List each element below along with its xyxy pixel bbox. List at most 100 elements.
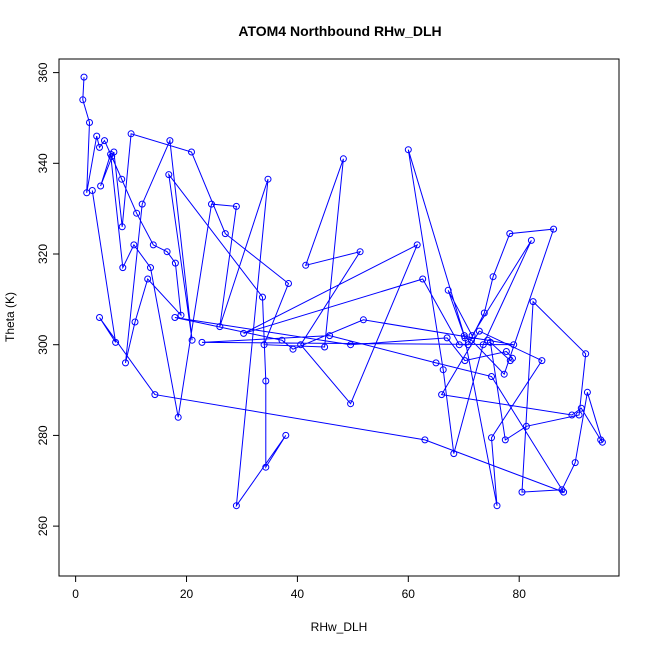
data-point	[93, 132, 101, 140]
data-point	[101, 137, 108, 145]
data-point	[262, 463, 270, 471]
data-point	[493, 502, 501, 510]
data-point	[260, 341, 268, 349]
data-point	[188, 336, 196, 344]
data-point	[461, 357, 469, 365]
x-tick-label: 80	[513, 587, 527, 601]
data-point	[166, 137, 174, 145]
data-point	[86, 119, 93, 126]
data-point	[522, 422, 530, 430]
data-point	[347, 341, 355, 349]
y-tick-label: 360	[36, 62, 50, 82]
data-point	[240, 329, 248, 337]
data-point	[571, 459, 579, 467]
data-point	[144, 275, 152, 283]
data-point	[188, 148, 195, 156]
x-axis: 0 20 40 60 80	[72, 576, 526, 601]
data-point	[321, 343, 329, 351]
data-point	[479, 341, 487, 349]
data-point	[232, 202, 240, 210]
data-point	[221, 230, 229, 238]
data-point	[598, 438, 606, 446]
data-point	[96, 314, 103, 321]
data-point	[282, 431, 290, 439]
y-axis-label: Theta (K)	[3, 292, 17, 342]
data-point	[97, 182, 105, 190]
data-point	[582, 350, 590, 358]
data-point	[264, 175, 272, 183]
data-point	[347, 400, 355, 408]
data-point	[506, 357, 514, 365]
data-point	[232, 502, 240, 510]
data-point	[577, 404, 585, 412]
data-point	[583, 388, 591, 396]
data-point	[419, 275, 427, 283]
y-tick-label: 340	[36, 153, 50, 173]
data-point	[529, 298, 537, 306]
data-point	[450, 450, 458, 458]
data-point	[560, 488, 568, 496]
data-point	[96, 143, 103, 151]
data-point	[88, 187, 96, 194]
chart-title: ATOM4 Northbound RHw_DLH	[238, 23, 441, 39]
data-point	[489, 273, 497, 281]
y-tick-label: 280	[36, 425, 50, 445]
data-point	[455, 341, 463, 349]
data-point	[216, 323, 224, 331]
data-point	[110, 148, 118, 156]
data-point	[438, 391, 446, 399]
x-axis-label: RHw_DLH	[311, 620, 368, 634]
y-tick-label: 260	[36, 516, 50, 536]
plot-frame	[58, 58, 620, 577]
data-point	[518, 488, 526, 496]
data-point	[198, 338, 206, 346]
data-point	[421, 436, 429, 444]
data-point	[133, 209, 141, 217]
data-point	[509, 354, 516, 362]
data-point	[510, 341, 518, 349]
data-point	[149, 241, 157, 249]
data-point	[302, 261, 310, 269]
x-tick-label: 0	[72, 587, 79, 601]
data-point	[112, 338, 120, 346]
data-point	[130, 241, 138, 249]
data-point	[432, 359, 440, 367]
data-point	[468, 336, 475, 344]
data-point	[171, 259, 179, 267]
data-point	[79, 96, 87, 104]
data-point	[568, 411, 576, 419]
x-tick-label: 60	[402, 587, 416, 601]
data-point	[538, 357, 546, 365]
data-point	[575, 411, 583, 419]
data-point	[475, 327, 483, 335]
data-point	[484, 336, 492, 344]
data-point	[500, 370, 508, 378]
data-point	[151, 391, 159, 399]
data-point	[439, 366, 447, 374]
data-point	[413, 241, 421, 249]
data-point	[285, 280, 292, 287]
data-point	[359, 316, 367, 324]
data-point	[468, 332, 476, 340]
data-point	[119, 264, 127, 272]
y-tick-label: 320	[36, 244, 50, 264]
data-point	[506, 230, 514, 238]
y-axis: 260 280 300 320 340 360	[36, 62, 59, 536]
data-point	[147, 264, 154, 272]
data-point	[356, 248, 364, 256]
data-point	[262, 377, 270, 385]
data-point	[122, 359, 129, 367]
data-point	[404, 146, 412, 154]
data-point	[488, 434, 495, 442]
data-point	[171, 314, 179, 321]
data-point	[550, 225, 558, 233]
data-point	[278, 336, 286, 344]
data-point	[464, 341, 472, 349]
data-point	[488, 373, 495, 380]
data-point	[501, 436, 509, 444]
data-point	[339, 155, 347, 163]
series-line	[82, 77, 603, 508]
data-point	[208, 200, 215, 208]
data-point	[444, 286, 452, 294]
